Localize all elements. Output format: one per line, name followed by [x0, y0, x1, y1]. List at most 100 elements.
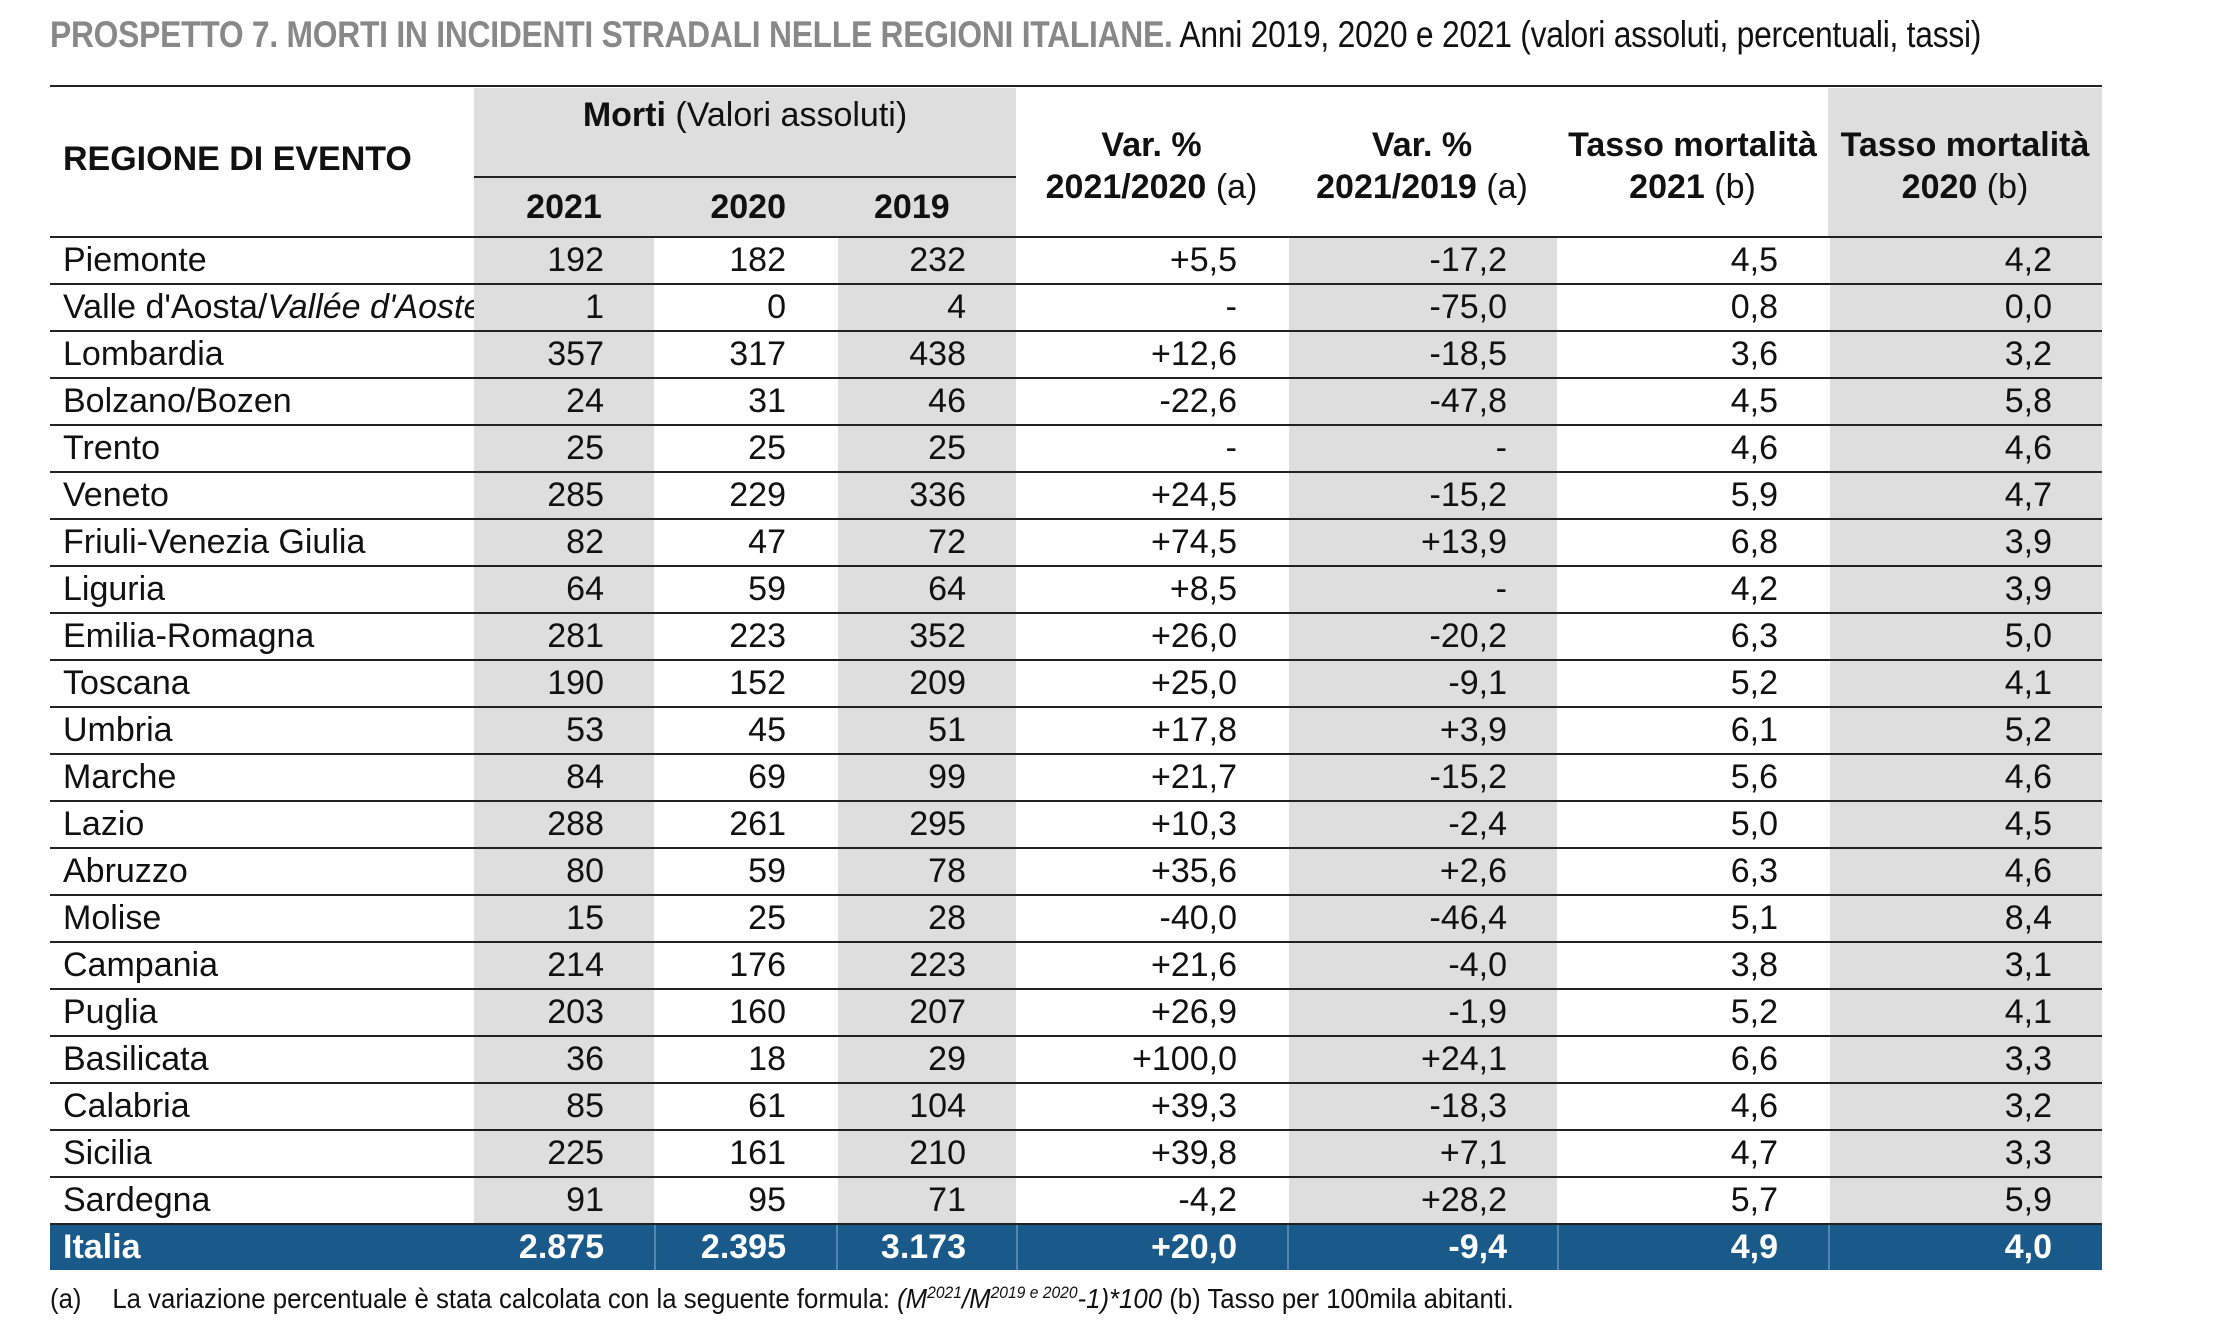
morti-2021: 190 [474, 661, 654, 706]
total-tasso-2021: 4,9 [1557, 1225, 1828, 1270]
table-body: Piemonte 192 182 232 +5,5 -17,2 4,5 4,2 … [50, 236, 2102, 1270]
morti-2019: 72 [836, 520, 1016, 565]
morti-2019: 336 [836, 473, 1016, 518]
region-name: Bolzano/Bozen [63, 382, 292, 420]
morti-2020: 182 [654, 238, 836, 283]
var-2021-2019: +28,2 [1287, 1178, 1557, 1223]
region-name: Abruzzo [63, 852, 188, 890]
header-year-2021: 2021 [526, 188, 602, 226]
total-var-2021-2020: +20,0 [1016, 1225, 1287, 1270]
morti-2021: 24 [474, 379, 654, 424]
header-region-label: REGIONE DI EVENTO [63, 140, 412, 178]
var-2021-2020: +21,7 [1016, 755, 1287, 800]
var-2021-2020: +5,5 [1016, 238, 1287, 283]
morti-2019: 71 [836, 1178, 1016, 1223]
morti-2020: 61 [654, 1084, 836, 1129]
morti-2019: 25 [836, 426, 1016, 471]
title-main: PROSPETTO 7. MORTI IN INCIDENTI STRADALI… [50, 14, 1173, 55]
morti-2020: 176 [654, 943, 836, 988]
var-2021-2019: -46,4 [1287, 896, 1557, 941]
var-2021-2019: -2,4 [1287, 802, 1557, 847]
morti-2019: 295 [836, 802, 1016, 847]
tasso-2020: 3,2 [1828, 332, 2102, 377]
morti-2020: 59 [654, 849, 836, 894]
total-tasso-2020: 4,0 [1828, 1225, 2102, 1270]
morti-2019: 46 [836, 379, 1016, 424]
var-2021-2020: -22,6 [1016, 379, 1287, 424]
tasso-2021: 6,3 [1557, 614, 1828, 659]
tasso-2020: 4,1 [1828, 990, 2102, 1035]
morti-2019: 232 [836, 238, 1016, 283]
morti-2020: 0 [654, 285, 836, 330]
header-tasso2020-bg [1828, 88, 2102, 236]
morti-2021: 214 [474, 943, 654, 988]
morti-2019: 352 [836, 614, 1016, 659]
header-tasso2-note: (b) [1986, 168, 2029, 206]
header-year-2019: 2019 [874, 188, 950, 226]
morti-2021: 36 [474, 1037, 654, 1082]
tasso-2021: 5,6 [1557, 755, 1828, 800]
tasso-2020: 4,7 [1828, 473, 2102, 518]
var-2021-2020: +35,6 [1016, 849, 1287, 894]
footnote-label: (a) [50, 1283, 82, 1314]
total-morti-2019: 3.173 [836, 1225, 1016, 1270]
header-var2-years: 2021/2019 [1316, 168, 1477, 206]
morti-2019: 438 [836, 332, 1016, 377]
tasso-2021: 6,8 [1557, 520, 1828, 565]
morti-2020: 160 [654, 990, 836, 1035]
tasso-2021: 5,0 [1557, 802, 1828, 847]
morti-2020: 47 [654, 520, 836, 565]
header-region: REGIONE DI EVENTO [50, 138, 474, 180]
header-var2-line1: Var. % [1371, 126, 1473, 164]
morti-2019: 223 [836, 943, 1016, 988]
var-2021-2020: -40,0 [1016, 896, 1287, 941]
morti-2020: 45 [654, 708, 836, 753]
morti-2019: 4 [836, 285, 1016, 330]
morti-2021: 203 [474, 990, 654, 1035]
tasso-2021: 4,6 [1557, 426, 1828, 471]
tasso-2020: 5,0 [1828, 614, 2102, 659]
region-name: Sicilia [63, 1134, 152, 1172]
var-2021-2020: +24,5 [1016, 473, 1287, 518]
table-row: Sicilia 225 161 210 +39,8 +7,1 4,7 3,3 [50, 1129, 2102, 1176]
tasso-2020: 4,5 [1828, 802, 2102, 847]
tasso-2021: 5,2 [1557, 661, 1828, 706]
var-2021-2019: -9,1 [1287, 661, 1557, 706]
morti-2021: 281 [474, 614, 654, 659]
header-var1-years: 2021/2020 [1045, 168, 1207, 206]
tasso-2020: 5,8 [1828, 379, 2102, 424]
region-name-italic: Vallée d'Aoste [267, 288, 483, 326]
table-row: Liguria 64 59 64 +8,5 - 4,2 3,9 [50, 565, 2102, 612]
morti-2021: 192 [474, 238, 654, 283]
table-row: Lazio 288 261 295 +10,3 -2,4 5,0 4,5 [50, 800, 2102, 847]
table-title: PROSPETTO 7. MORTI IN INCIDENTI STRADALI… [50, 14, 1981, 56]
formula-part-b: /M [961, 1283, 991, 1314]
tasso-2021: 5,2 [1557, 990, 1828, 1035]
morti-2019: 207 [836, 990, 1016, 1035]
morti-2020: 31 [654, 379, 836, 424]
var-2021-2020: +39,8 [1016, 1131, 1287, 1176]
region-name: Calabria [63, 1087, 190, 1125]
region-name: Piemonte [63, 241, 207, 279]
tasso-2020: 4,6 [1828, 755, 2102, 800]
tasso-2021: 4,7 [1557, 1131, 1828, 1176]
morti-2021: 15 [474, 896, 654, 941]
var-2021-2019: +13,9 [1287, 520, 1557, 565]
table-row: Veneto 285 229 336 +24,5 -15,2 5,9 4,7 [50, 471, 2102, 518]
var-2021-2019: - [1287, 567, 1557, 612]
tasso-2021: 4,6 [1557, 1084, 1828, 1129]
var-2021-2020: - [1016, 426, 1287, 471]
var-2021-2019: +2,6 [1287, 849, 1557, 894]
var-2021-2020: +10,3 [1016, 802, 1287, 847]
var-2021-2019: -1,9 [1287, 990, 1557, 1035]
table-row: Toscana 190 152 209 +25,0 -9,1 5,2 4,1 [50, 659, 2102, 706]
tasso-2020: 3,2 [1828, 1084, 2102, 1129]
header-tasso2-year: 2020 [1901, 168, 1978, 206]
morti-2021: 285 [474, 473, 654, 518]
tasso-2020: 8,4 [1828, 896, 2102, 941]
header-var1-line1: Var. % [1101, 126, 1202, 164]
title-subtitle: Anni 2019, 2020 e 2021 (valori assoluti,… [1179, 14, 1982, 55]
var-2021-2020: +21,6 [1016, 943, 1287, 988]
table-row: Marche 84 69 99 +21,7 -15,2 5,6 4,6 [50, 753, 2102, 800]
region-name: Lazio [63, 805, 145, 843]
